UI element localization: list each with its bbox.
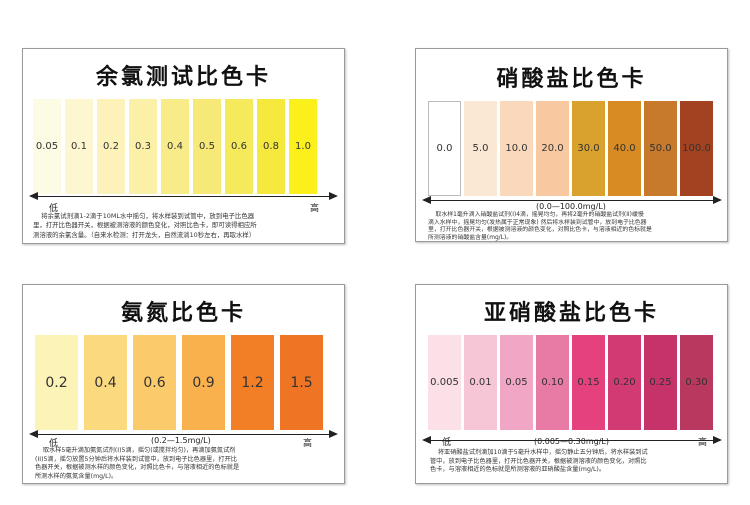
swatch: 0.2 [35,335,78,430]
swatch-label: 10.0 [505,143,528,154]
nitrate-card: 硝酸盐比色卡 0.0 5.0 10.0 20.0 30.0 40.0 50.0 … [415,48,728,242]
range-label: (0.2—1.5mg/L) [151,436,211,445]
swatch: 100.0 [680,101,713,196]
swatch: 1.5 [280,335,323,430]
swatch-label: 1.0 [295,141,311,152]
card-title: 亚硝酸盐比色卡 [483,301,659,326]
axis-arrow [422,196,722,204]
axis-low-label: 低 [442,438,452,448]
swatch-label: 20.0 [541,143,564,154]
swatch: 10.0 [500,101,533,196]
swatch: 0.05 [33,99,61,194]
swatch: 0.8 [257,99,285,194]
swatch: 0.1 [65,99,93,194]
swatch-label: 1.5 [290,374,313,391]
swatch-label: 0.10 [541,377,564,388]
swatch-label: 0.30 [685,377,708,388]
swatch-label: 0.005 [430,377,459,388]
swatch-label: 0.6 [231,141,247,152]
swatch-label: 0.0 [436,143,453,154]
swatch: 50.0 [644,101,677,196]
swatch: 0.10 [536,335,569,430]
swatch-label: 0.2 [45,374,68,391]
swatch: 0.6 [133,335,176,430]
axis-high-label: 高 [310,204,320,214]
swatch-label: 0.15 [577,377,600,388]
swatch-label: 50.0 [649,143,672,154]
swatch-label: 0.5 [199,141,215,152]
ammonia-card: 氨氮比色卡 0.2 0.4 0.6 0.9 1.2 1.5 低 (0.2—1.5… [22,284,345,484]
card-description: 取水样5毫升滴加氨氮试剂(I)5滴，摇匀(或搅拌均匀)，再滴加氨氮试剂 (II)… [35,447,240,480]
card-title: 硝酸盐比色卡 [496,67,647,92]
swatch-label: 0.05 [505,377,528,388]
swatch: 5.0 [464,101,497,196]
swatch: 0.2 [97,99,125,194]
swatch-label: 0.20 [613,377,636,388]
swatch: 0.0 [428,101,461,196]
axis-low-label: 低 [49,439,59,449]
swatch: 1.0 [289,99,317,194]
axis-arrow [29,430,338,438]
swatch-label: 5.0 [472,143,489,154]
chlorine-card: 余氯测试比色卡 0.05 0.1 0.2 0.3 0.4 0.5 0.6 0.8… [22,48,345,244]
swatch-label: 0.01 [469,377,492,388]
swatch-label: 30.0 [577,143,600,154]
card-description: 取水样1毫升滴入硝酸盐试剂(I)4滴，摇晃均匀，再将2毫升的硝酸盐试剂(II)缓… [428,212,652,241]
swatch: 0.5 [193,99,221,194]
axis-arrow [422,436,722,444]
swatch: 0.20 [608,335,641,430]
swatch: 20.0 [536,101,569,196]
swatch-label: 100.0 [682,143,711,154]
swatch: 0.30 [680,335,713,430]
swatch-label: 0.3 [135,141,151,152]
range-label: (0.0—100.0mg/L) [536,202,606,211]
swatch-label: 0.6 [143,374,166,391]
swatch-label: 0.8 [263,141,279,152]
card-title: 余氯测试比色卡 [95,65,271,90]
card-title: 氨氮比色卡 [120,301,246,326]
swatch: 40.0 [608,101,641,196]
swatch: 0.3 [129,99,157,194]
axis-high-label: 高 [698,438,708,448]
swatch-label: 0.4 [94,374,117,391]
swatch: 0.6 [225,99,253,194]
swatch: 0.25 [644,335,677,430]
swatch: 30.0 [572,101,605,196]
swatch: 1.2 [231,335,274,430]
range-label: (0.005—0.30mg/L) [534,437,609,446]
swatch-label: 1.2 [241,374,264,391]
axis-arrow [29,192,338,200]
swatch-label: 0.1 [71,141,87,152]
axis-low-label: 低 [49,204,59,214]
swatch-label: 40.0 [613,143,636,154]
swatch: 0.005 [428,335,461,430]
swatch-label: 0.4 [167,141,183,152]
card-description: 将余氯试剂滴1-2滴于10ML水中摇匀，将水样装到试管中，放到电子比色器 里，打… [33,212,257,239]
card-description: 将亚硝酸盐试剂滴加10滴于5毫升水样中，摇匀静止五分钟后，将水样装到试 管中，放… [430,449,648,474]
nitrite-card: 亚硝酸盐比色卡 0.005 0.01 0.05 0.10 0.15 0.20 0… [415,284,728,484]
swatch: 0.4 [84,335,127,430]
swatch: 0.05 [500,335,533,430]
swatch: 0.9 [182,335,225,430]
axis-high-label: 高 [303,439,313,449]
swatch-label: 0.05 [35,141,59,152]
swatch: 0.4 [161,99,189,194]
swatch: 0.15 [572,335,605,430]
swatch-label: 0.9 [192,374,215,391]
swatch: 0.01 [464,335,497,430]
swatch-label: 0.25 [649,377,672,388]
swatch-label: 0.2 [103,141,119,152]
